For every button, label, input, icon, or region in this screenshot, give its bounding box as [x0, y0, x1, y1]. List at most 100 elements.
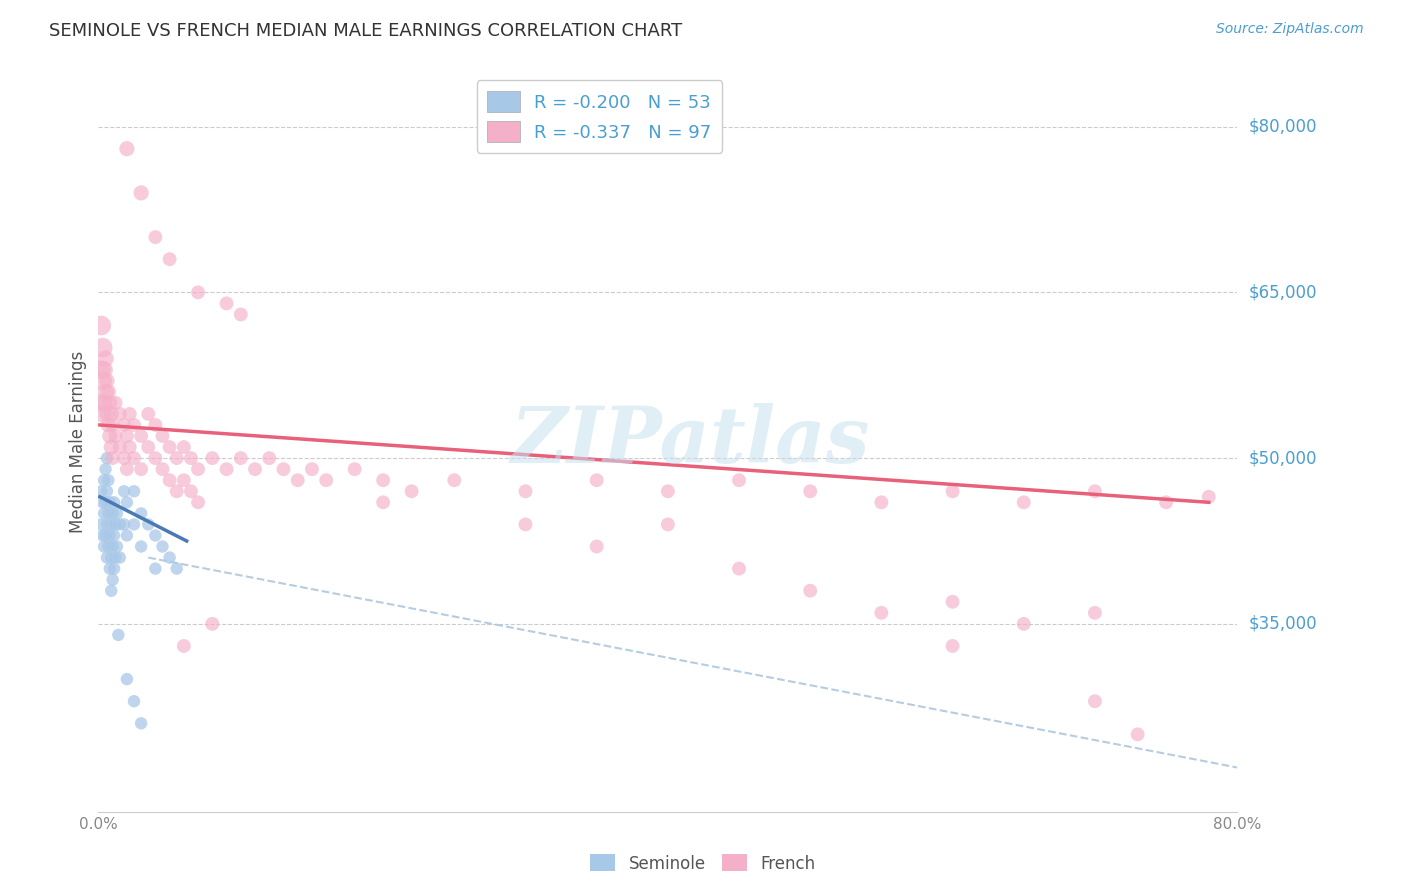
Point: [159, 252, 181, 267]
Point: [108, 440, 131, 454]
Text: SEMINOLE VS FRENCH MEDIAN MALE EARNINGS CORRELATION CHART: SEMINOLE VS FRENCH MEDIAN MALE EARNINGS …: [49, 22, 682, 40]
Text: $50,000: $50,000: [1249, 449, 1317, 467]
Point: [91, 341, 114, 355]
Point: [942, 639, 965, 653]
Point: [94, 495, 117, 509]
Point: [108, 407, 131, 421]
Point: [122, 484, 145, 499]
Point: [129, 507, 152, 521]
Point: [187, 495, 209, 509]
Point: [201, 451, 224, 466]
Point: [93, 473, 115, 487]
Point: [112, 451, 135, 466]
Text: ZIPatlas: ZIPatlas: [510, 403, 870, 480]
Point: [159, 473, 181, 487]
Point: [1084, 484, 1107, 499]
Point: [173, 639, 195, 653]
Point: [100, 550, 122, 565]
Point: [152, 540, 174, 554]
Point: [103, 495, 125, 509]
Point: [97, 540, 120, 554]
Point: [93, 396, 115, 410]
Point: [101, 451, 124, 466]
Point: [122, 451, 145, 466]
Point: [101, 573, 124, 587]
Point: [129, 540, 152, 554]
Point: [91, 495, 114, 509]
Point: [585, 473, 607, 487]
Point: [180, 451, 202, 466]
Point: [145, 528, 167, 542]
Point: [315, 473, 337, 487]
Point: [942, 595, 965, 609]
Point: [201, 616, 224, 631]
Point: [115, 462, 138, 476]
Point: [229, 451, 252, 466]
Point: [728, 561, 751, 575]
Point: [96, 407, 118, 421]
Point: [166, 451, 188, 466]
Point: [145, 417, 167, 432]
Y-axis label: Median Male Earnings: Median Male Earnings: [69, 351, 87, 533]
Point: [96, 550, 118, 565]
Point: [91, 374, 114, 388]
Point: [166, 561, 188, 575]
Point: [343, 462, 366, 476]
Point: [97, 384, 120, 399]
Point: [93, 362, 115, 376]
Point: [103, 561, 125, 575]
Point: [187, 285, 209, 300]
Legend: R = -0.200   N = 53, R = -0.337   N = 97: R = -0.200 N = 53, R = -0.337 N = 97: [477, 80, 723, 153]
Point: [105, 540, 128, 554]
Point: [215, 462, 238, 476]
Point: [1084, 606, 1107, 620]
Point: [115, 429, 138, 443]
Point: [105, 507, 128, 521]
Point: [118, 407, 141, 421]
Point: [122, 694, 145, 708]
Point: [98, 561, 121, 575]
Point: [101, 417, 124, 432]
Point: [115, 495, 138, 509]
Point: [90, 396, 112, 410]
Point: [90, 318, 112, 333]
Point: [100, 440, 122, 454]
Point: [287, 473, 309, 487]
Point: [942, 484, 965, 499]
Point: [301, 462, 323, 476]
Point: [152, 462, 174, 476]
Point: [180, 484, 202, 499]
Point: [145, 451, 167, 466]
Point: [799, 583, 821, 598]
Point: [91, 528, 114, 542]
Point: [136, 440, 159, 454]
Point: [103, 528, 125, 542]
Point: [159, 440, 181, 454]
Point: [98, 528, 121, 542]
Point: [273, 462, 295, 476]
Point: [107, 628, 129, 642]
Point: [129, 429, 152, 443]
Point: [115, 672, 138, 686]
Text: $80,000: $80,000: [1249, 118, 1317, 136]
Point: [136, 407, 159, 421]
Point: [870, 495, 893, 509]
Point: [100, 517, 122, 532]
Point: [215, 296, 238, 310]
Point: [657, 517, 679, 532]
Point: [373, 473, 395, 487]
Point: [104, 396, 127, 410]
Point: [1084, 694, 1107, 708]
Point: [98, 396, 121, 410]
Point: [259, 451, 281, 466]
Point: [94, 528, 117, 542]
Point: [1126, 727, 1149, 741]
Point: [1154, 495, 1177, 509]
Point: [173, 440, 195, 454]
Point: [136, 517, 159, 532]
Point: [104, 429, 127, 443]
Point: [96, 484, 118, 499]
Point: [90, 362, 112, 376]
Point: [112, 517, 135, 532]
Point: [100, 583, 122, 598]
